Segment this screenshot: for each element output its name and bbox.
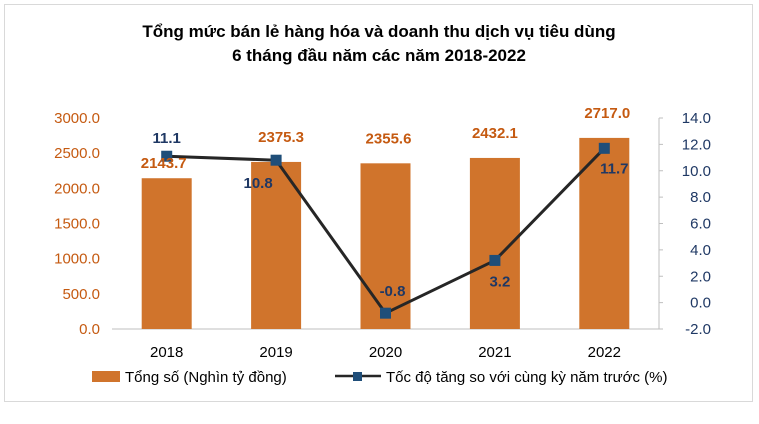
y-right-tick-label: 4.0: [690, 242, 711, 259]
y-right-tick-label: 10.0: [682, 163, 711, 180]
line-marker: [380, 307, 391, 319]
y-left-tick-label: 1000.0: [54, 251, 100, 268]
chart-frame: Tổng mức bán lẻ hàng hóa và doanh thu dị…: [4, 4, 753, 402]
y-left-tick-label: 500.0: [62, 286, 100, 303]
legend-bar-swatch: [92, 371, 120, 382]
y-left-tick-label: 0.0: [79, 321, 100, 338]
y-right-tick-label: 8.0: [690, 189, 711, 206]
x-tick-label: 2022: [588, 344, 621, 361]
legend-bar-label: Tổng số (Nghìn tỷ đồng): [125, 369, 287, 386]
line-marker: [161, 150, 173, 162]
bar: [141, 178, 192, 329]
y-right-tick-label: -2.0: [685, 321, 711, 338]
data-labels: 2143.7 2375.3 2355.6 2432.1 2717.0 11.1 10.8 -0…: [141, 105, 630, 300]
y-left-tick-label: 2500.0: [54, 145, 100, 162]
bar-value-label: 2143.7: [141, 155, 187, 172]
y-right-tick-label: 12.0: [682, 136, 711, 153]
line-value-label: 10.8: [243, 175, 272, 192]
chart-title-line2: 6 tháng đầu năm các năm 2018-2022: [232, 46, 526, 65]
y-left-tick-label: 3000.0: [54, 110, 100, 127]
line-marker: [489, 254, 501, 266]
bar-value-label: 2355.6: [366, 130, 412, 147]
line-value-label: 3.2: [489, 273, 510, 290]
line-value-label: 11.1: [153, 130, 181, 147]
line-marker: [598, 142, 610, 154]
bar-value-label: 2717.0: [584, 105, 630, 122]
line-value-label: 11.7: [600, 160, 628, 177]
legend-line-marker: [353, 372, 362, 381]
y-right-tick-label: 2.0: [690, 268, 711, 285]
legend: Tổng số (Nghìn tỷ đồng) Tốc độ tăng so v…: [92, 369, 667, 386]
chart-title-line1: Tổng mức bán lẻ hàng hóa và doanh thu dị…: [142, 22, 615, 41]
y-right-tick-label: 14.0: [682, 110, 711, 127]
bar-value-label: 2375.3: [258, 129, 304, 146]
axes: 0.0 500.0 1000.0 1500.0 2000.0 2500.0 3000.0 -2…: [54, 110, 711, 361]
bar: [360, 163, 411, 329]
line-value-label: -0.8: [380, 283, 406, 300]
x-tick-label: 2021: [478, 344, 511, 361]
x-tick-label: 2020: [369, 344, 402, 361]
y-right-tick-label: 6.0: [690, 216, 711, 233]
line-marker: [270, 154, 282, 166]
x-tick-label: 2019: [259, 344, 292, 361]
bar-series: [141, 137, 630, 329]
y-right-tick-label: 0.0: [690, 295, 711, 312]
x-tick-label: 2018: [150, 344, 183, 361]
bar: [579, 137, 630, 329]
bar-value-label: 2432.1: [472, 125, 518, 142]
line-series: [161, 142, 610, 319]
y-left-tick-label: 1500.0: [54, 216, 100, 233]
combo-chart: Tổng mức bán lẻ hàng hóa và doanh thu dị…: [54, 22, 711, 386]
y-left-tick-label: 2000.0: [54, 180, 100, 197]
bar: [251, 161, 302, 329]
legend-line-label: Tốc độ tăng so với cùng kỳ năm trước (%): [386, 369, 667, 386]
